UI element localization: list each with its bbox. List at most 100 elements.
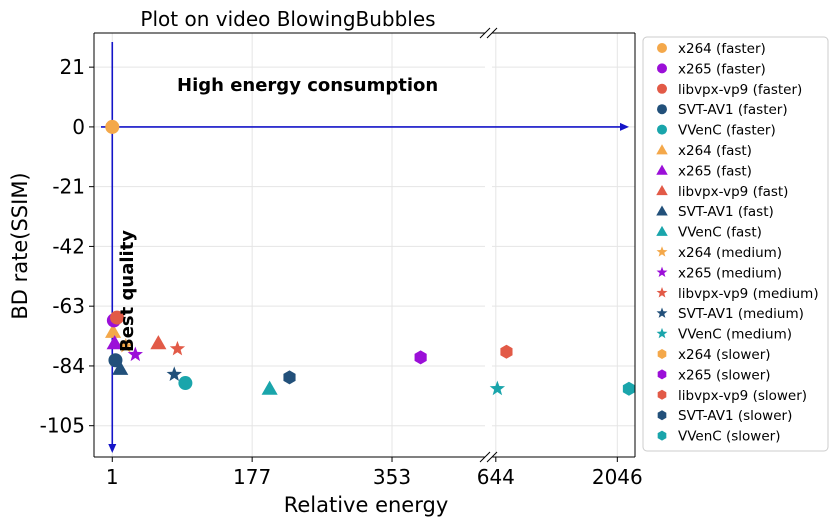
legend-marker bbox=[657, 43, 667, 53]
y-tick-label: -63 bbox=[52, 294, 85, 318]
legend-label: x265 (fast) bbox=[678, 163, 752, 179]
x-tick-label: 177 bbox=[233, 465, 271, 489]
data-point-6 bbox=[106, 335, 123, 350]
legend-label: x265 (slower) bbox=[678, 367, 771, 383]
legend-label: x264 (faster) bbox=[678, 41, 766, 57]
legend-marker bbox=[656, 185, 668, 196]
x-axis-title: Relative energy bbox=[284, 493, 449, 517]
legend-label: VVenC (fast) bbox=[678, 225, 762, 241]
legend-marker bbox=[656, 307, 668, 318]
legend-marker bbox=[657, 63, 667, 74]
legend-item: x264 (medium) bbox=[656, 245, 782, 261]
data-point-12 bbox=[169, 340, 186, 356]
data-point-0 bbox=[105, 119, 120, 134]
legend-label: libvpx-vp9 (fast) bbox=[678, 184, 788, 200]
x-tick-label: 1 bbox=[106, 465, 119, 489]
legend-marker bbox=[656, 205, 668, 216]
legend-label: x264 (fast) bbox=[678, 143, 752, 159]
legend-marker bbox=[657, 369, 667, 380]
legend-item: SVT-AV1 (medium) bbox=[656, 306, 804, 322]
legend-label: libvpx-vp9 (medium) bbox=[678, 286, 819, 302]
legend-marker bbox=[657, 124, 667, 135]
horizontal-arrow-head bbox=[620, 122, 629, 131]
legend-marker bbox=[657, 430, 667, 441]
legend-label: SVT-AV1 (fast) bbox=[678, 204, 774, 220]
legend-label: SVT-AV1 (slower) bbox=[678, 408, 792, 424]
axis-break-mark bbox=[486, 451, 498, 463]
legend-marker bbox=[657, 83, 667, 94]
legend-label: libvpx-vp9 (slower) bbox=[678, 388, 807, 404]
legend-item: VVenC (medium) bbox=[656, 327, 792, 343]
legend-marker bbox=[656, 164, 668, 175]
legend: x264 (faster) x265 (faster) libvpx-vp9 (fa… bbox=[642, 36, 829, 452]
legend-item: libvpx-vp9 (medium) bbox=[656, 286, 819, 302]
data-point-16 bbox=[414, 350, 427, 365]
data-point-9 bbox=[261, 380, 278, 395]
data-point-13 bbox=[166, 366, 182, 381]
chart-title: Plot on video BlowingBubbles bbox=[140, 7, 435, 31]
axis-break-mark bbox=[479, 451, 491, 463]
legend-item: x264 (fast) bbox=[656, 143, 752, 159]
legend-marker bbox=[656, 144, 668, 155]
legend-box bbox=[642, 36, 829, 452]
legend-label: SVT-AV1 (medium) bbox=[678, 306, 804, 322]
legend-item: libvpx-vp9 (slower) bbox=[657, 388, 807, 404]
x-tick-label: 353 bbox=[373, 465, 411, 489]
data-point-2 bbox=[110, 310, 125, 325]
legend-label: VVenC (faster) bbox=[678, 123, 776, 139]
legend-item: x265 (faster) bbox=[657, 61, 766, 77]
data-point-8 bbox=[112, 360, 129, 375]
legend-label: VVenC (slower) bbox=[678, 429, 780, 445]
legend-marker bbox=[657, 410, 667, 421]
legend-label: SVT-AV1 (faster) bbox=[678, 102, 788, 118]
axis-break-mark bbox=[479, 27, 491, 39]
legend-item: SVT-AV1 (faster) bbox=[657, 102, 788, 118]
data-point-4 bbox=[178, 376, 193, 391]
legend-label: libvpx-vp9 (faster) bbox=[678, 82, 802, 98]
legend-label: x264 (medium) bbox=[678, 245, 782, 261]
tick-layer: 21 0 -21 -42 -63 -84 -105 1 177 353 644 2046 bbox=[40, 55, 643, 489]
y-tick-label: -105 bbox=[40, 414, 85, 438]
arrow-layer bbox=[101, 42, 629, 453]
legend-item: x265 (slower) bbox=[657, 367, 771, 383]
data-point-10 bbox=[118, 337, 134, 353]
y-tick-label: 0 bbox=[72, 115, 85, 139]
y-tick-label: -42 bbox=[52, 234, 85, 258]
y-tick-label: -84 bbox=[52, 354, 85, 378]
legend-item: libvpx-vp9 (fast) bbox=[656, 184, 788, 200]
data-point-14 bbox=[489, 380, 506, 396]
y-axis-title: BD rate(SSIM) bbox=[8, 172, 32, 319]
legend-item: x264 (faster) bbox=[657, 41, 766, 57]
legend-label: x264 (slower) bbox=[678, 347, 771, 363]
legend-item: x265 (medium) bbox=[656, 265, 782, 281]
data-point-11 bbox=[127, 346, 143, 362]
grid-layer bbox=[94, 33, 635, 457]
data-point-7 bbox=[150, 335, 167, 350]
x-tick-label: 2046 bbox=[592, 465, 643, 489]
legend-item: x264 (slower) bbox=[657, 347, 771, 363]
legend-marker bbox=[656, 266, 668, 278]
data-point-17 bbox=[500, 344, 513, 359]
data-point-19 bbox=[622, 381, 635, 396]
legend-item: SVT-AV1 (fast) bbox=[656, 204, 774, 220]
legend-item: SVT-AV1 (slower) bbox=[657, 408, 792, 424]
axis-break-mark bbox=[486, 27, 498, 39]
legend-marker bbox=[657, 104, 667, 115]
legend-label: VVenC (medium) bbox=[678, 327, 792, 343]
annotation-best-quality: Best quality bbox=[117, 230, 138, 352]
legend-item: libvpx-vp9 (faster) bbox=[657, 82, 802, 98]
legend-item: VVenC (slower) bbox=[657, 429, 780, 445]
frame-layer bbox=[93, 27, 636, 463]
marks-layer bbox=[105, 119, 635, 396]
x-tick-label: 644 bbox=[477, 465, 515, 489]
legend-item: x265 (fast) bbox=[656, 163, 752, 179]
legend-item: VVenC (faster) bbox=[657, 123, 776, 139]
legend-marker bbox=[656, 246, 668, 257]
legend-marker bbox=[656, 327, 668, 339]
legend-marker bbox=[656, 287, 668, 298]
y-tick-label: -21 bbox=[52, 175, 85, 199]
legend-marker bbox=[657, 389, 667, 400]
annotation-high-energy: High energy consumption bbox=[177, 75, 438, 96]
data-point-3 bbox=[108, 353, 123, 368]
